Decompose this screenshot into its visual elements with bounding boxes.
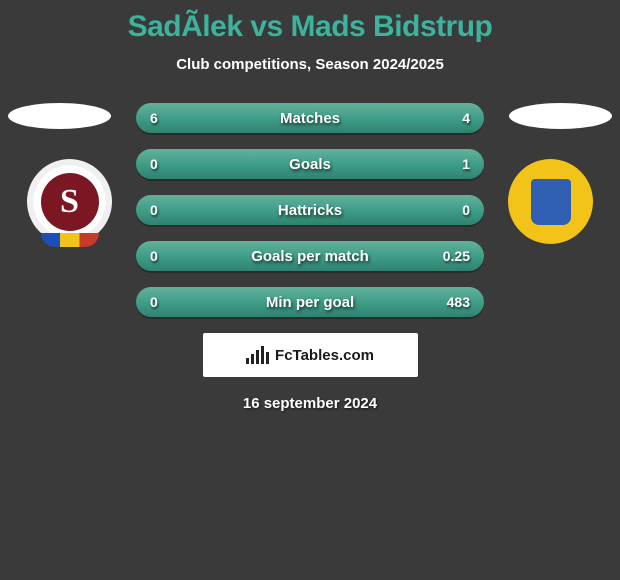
source-logo: FcTables.com [203,333,418,377]
stat-row: 0 Goals 1 [136,149,484,179]
source-logo-text: FcTables.com [275,347,374,364]
bar [251,354,254,364]
stat-label: Min per goal [136,294,484,311]
club-badge-left-letter: S [60,183,79,221]
player-marker-right [509,103,612,129]
stat-right-value: 4 [462,110,470,126]
page-subtitle: Club competitions, Season 2024/2025 [0,56,620,73]
player-marker-left [8,103,111,129]
stat-left-value: 0 [150,202,158,218]
club-badge-right-shield [531,179,571,225]
stat-row: 6 Matches 4 [136,103,484,133]
stat-rows: 6 Matches 4 0 Goals 1 0 Hattricks 0 0 Go… [136,103,484,317]
stat-left-value: 6 [150,110,158,126]
stat-right-value: 0.25 [443,248,470,264]
stat-label: Goals [136,156,484,173]
club-badge-left: S [27,159,112,244]
stat-label: Matches [136,110,484,127]
stat-right-value: 0 [462,202,470,218]
stat-row: 0 Min per goal 483 [136,287,484,317]
stat-label: Goals per match [136,248,484,265]
comparison-panel: S 6 Matches 4 0 Goals 1 0 Hattricks 0 0 … [0,103,620,412]
club-badge-right [508,159,593,244]
stat-left-value: 0 [150,248,158,264]
bar-chart-icon [246,346,269,364]
stat-row: 0 Hattricks 0 [136,195,484,225]
stat-row: 0 Goals per match 0.25 [136,241,484,271]
bar [266,352,269,364]
stat-label: Hattricks [136,202,484,219]
date-label: 16 september 2024 [0,395,620,412]
stat-right-value: 1 [462,156,470,172]
club-badge-left-stripes [41,233,99,247]
bar [261,346,264,364]
bar [256,350,259,364]
page-title: SadÃ­lek vs Mads Bidstrup [0,0,620,44]
stat-right-value: 483 [447,294,470,310]
stat-left-value: 0 [150,156,158,172]
bar [246,358,249,364]
stat-left-value: 0 [150,294,158,310]
